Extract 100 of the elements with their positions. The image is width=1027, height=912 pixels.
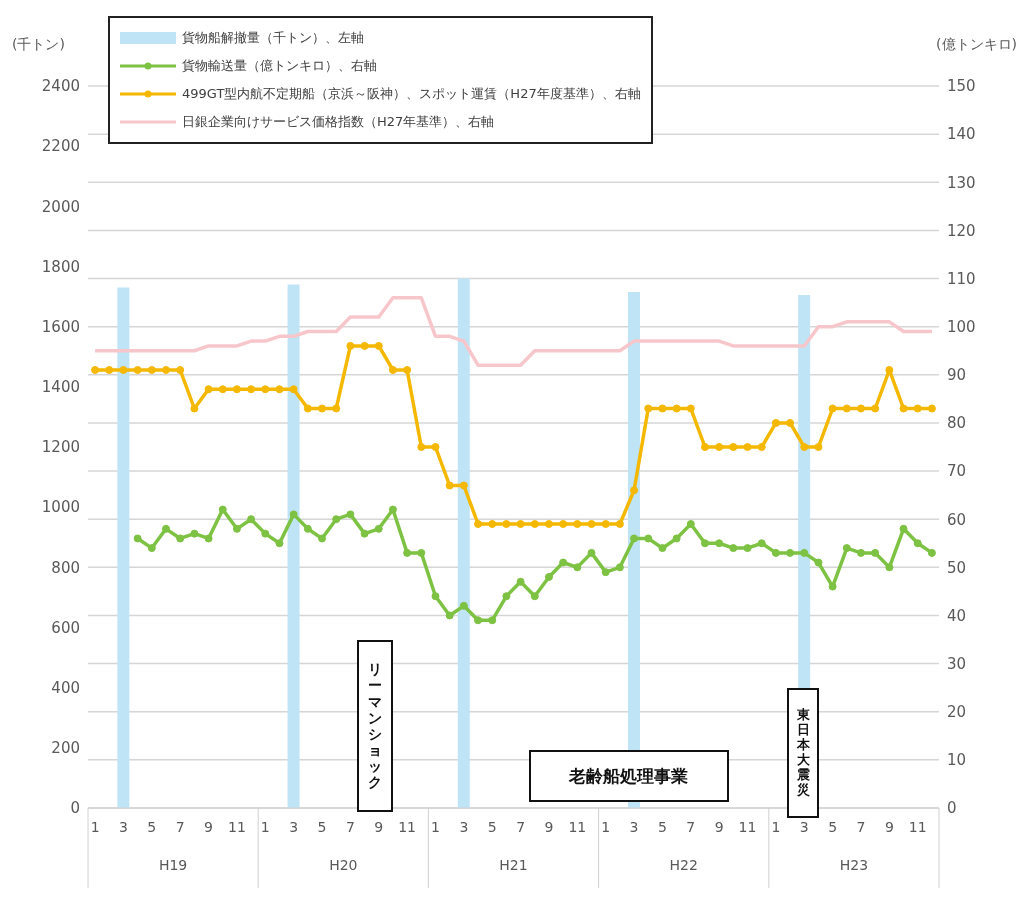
point [686,520,695,529]
point [615,520,624,529]
point [587,548,596,557]
text: H22 [669,857,698,873]
point [715,539,724,548]
point [644,404,653,413]
x-tick-label: 1 [431,819,440,835]
point [573,520,582,529]
point [147,544,156,553]
point [743,544,752,553]
point [786,548,795,557]
point [346,510,355,519]
point [686,404,695,413]
point [91,365,100,374]
legend-label: 貨物輸送量（億トンキロ）、右軸 [182,57,377,75]
point [247,515,256,524]
point [119,365,128,374]
point [729,544,738,553]
point [601,520,610,529]
point [431,592,440,601]
x-tick-label: 1 [260,819,270,835]
point [303,404,312,413]
point [672,534,681,543]
point [573,563,582,572]
point [899,524,908,533]
point [147,365,156,374]
point [786,418,795,427]
event-note: リーマンショック [357,639,394,812]
x-tick-label: 11 [908,819,927,835]
x-tick-label: 7 [345,819,355,835]
x-tick-label: 7 [856,819,866,835]
point [544,572,553,581]
x-tick-label: 9 [714,819,724,835]
y2-tick-label: 40 [947,606,967,625]
point [332,515,341,524]
y-tick-label: 0 [70,799,80,818]
point [459,601,468,610]
point [559,520,568,529]
point [105,365,114,374]
point [530,592,539,601]
point [474,616,483,625]
point [218,385,227,394]
point [289,510,298,519]
program-note: 老齢船処理事業 [529,750,729,803]
point [630,534,639,543]
point [544,520,553,529]
point [502,592,511,601]
point [218,505,227,514]
y-tick-label: 2200 [41,137,80,156]
point [190,529,199,538]
x-tick-label: 11 [568,819,587,835]
point [289,385,298,394]
y2-tick-label: 0 [947,799,957,818]
point [176,534,185,543]
y2-tick-label: 20 [947,703,967,722]
point [275,539,284,548]
y2-tick-label: 110 [947,269,976,288]
point [459,481,468,490]
point [417,548,426,557]
y-tick-label: 1600 [41,317,80,336]
point [913,404,922,413]
point [232,524,241,533]
point [232,385,241,394]
point [559,558,568,567]
point [204,534,213,543]
y-tick-label: 800 [51,558,80,577]
point [644,534,653,543]
y2-tick-label: 100 [947,317,976,336]
x-tick-label: 9 [544,819,554,835]
point [871,404,880,413]
point [856,404,865,413]
x-tick-label: 7 [516,819,526,835]
point [133,534,142,543]
y2-axis-title: (億トンキロ) [936,36,1017,54]
point [488,520,497,529]
y-tick-label: 1800 [41,257,80,276]
legend-label: 貨物船解撤量（千トン）、左軸 [182,29,364,47]
point [757,539,766,548]
line-series [93,296,934,367]
text: H20 [329,857,358,873]
x-tick-label: 3 [629,819,639,835]
x-tick-label: 5 [657,819,667,835]
point [885,563,894,572]
point [360,341,369,350]
y2-tick-label: 140 [947,125,976,144]
point [247,385,256,394]
x-tick-label: 3 [799,819,809,835]
x-tick-label: 11 [398,819,417,835]
point [133,365,142,374]
text: H21 [499,857,528,873]
point [403,365,412,374]
point [814,443,823,451]
point [729,443,738,451]
point [318,404,327,413]
text: H23 [839,857,869,873]
point [927,548,936,557]
point [488,616,497,625]
point [474,520,483,529]
y-tick-label: 600 [51,618,80,637]
annotation: 東日本大震災 [796,706,810,798]
